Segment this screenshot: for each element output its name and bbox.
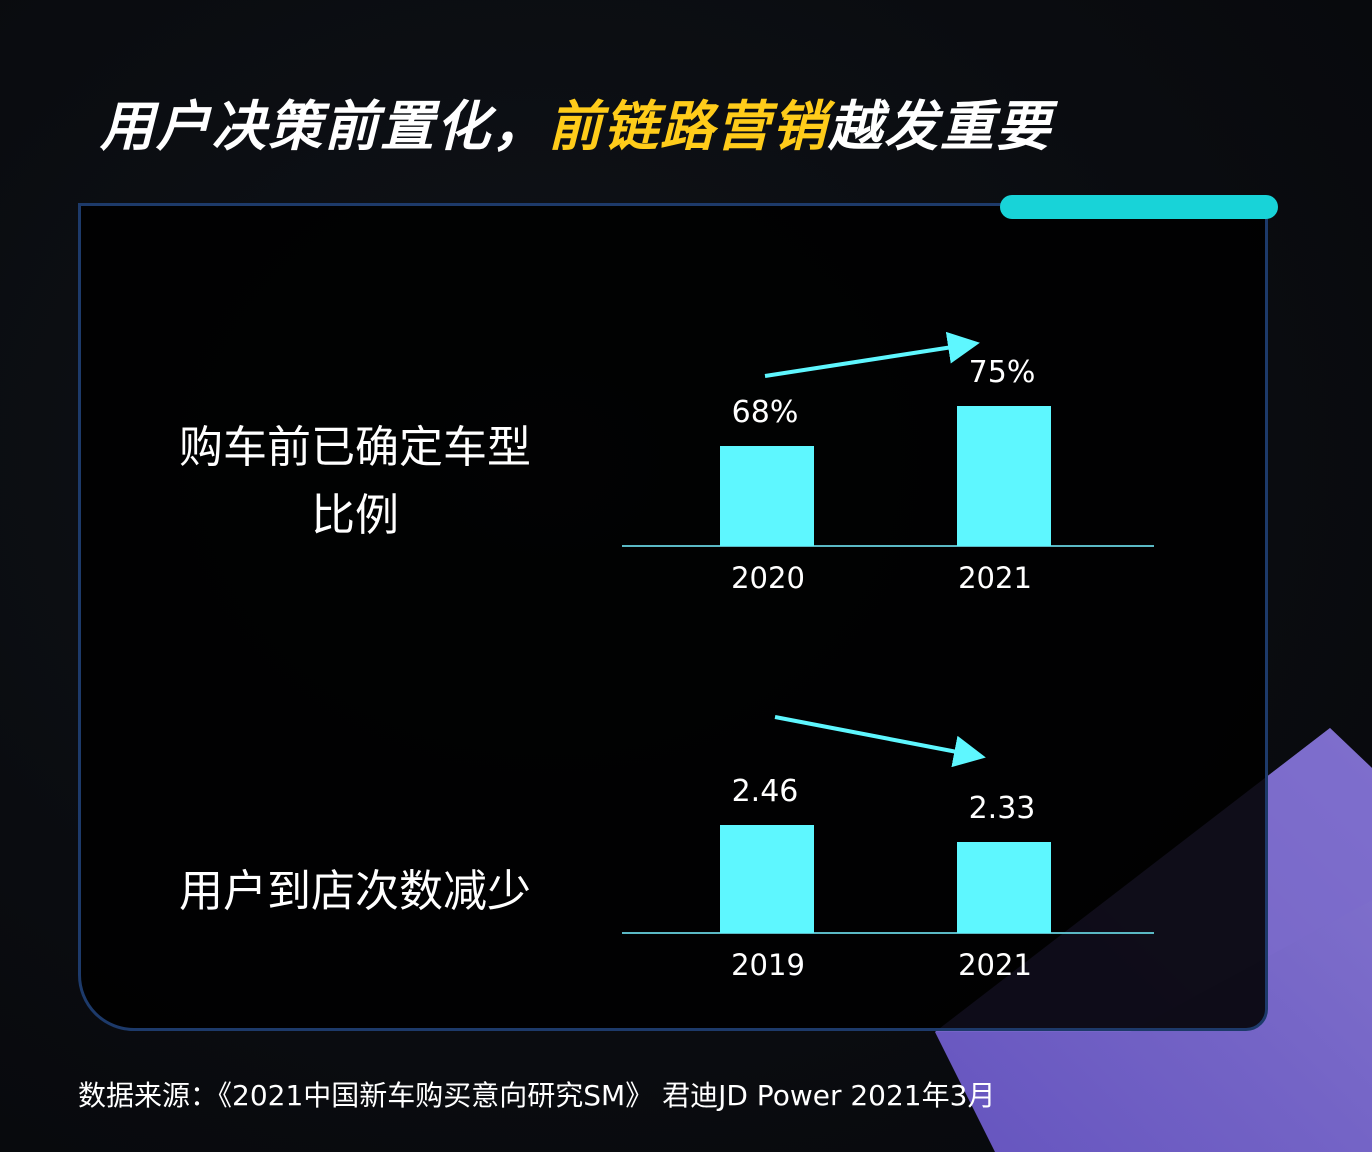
title-part-3: 越发重要 — [828, 95, 1052, 158]
data-source-note: 数据来源：《2021中国新车购买意向研究SM》 君迪JD Power 2021年… — [78, 1079, 996, 1112]
chart-2-tick-label-2019: 2019 — [731, 948, 805, 982]
chart-2-label-line-1: 用户到店次数减少 — [179, 866, 531, 917]
title-part-1: 用户决策前置化， — [100, 95, 548, 158]
chart-2-tick-label-2021: 2021 — [958, 948, 1032, 982]
chart-1-trend-arrow-icon — [764, 331, 980, 378]
chart-1-bar-2021 — [957, 406, 1051, 546]
chart-1-bar-2020 — [720, 446, 814, 546]
chart-1-value-label-2020: 68% — [732, 395, 799, 430]
chart-1-label-line-2: 比例 — [311, 490, 399, 541]
chart-1-tick-label-2020: 2020 — [731, 561, 805, 595]
chart-2-bar-2021 — [957, 842, 1051, 933]
chart-2-value-label-2019: 2.46 — [732, 774, 799, 809]
chart-1-label: 购车前已确定车型 比例 — [150, 414, 560, 550]
cyan-accent-tab — [1000, 195, 1278, 219]
chart-1-value-label-2021: 75% — [969, 355, 1036, 390]
content-panel — [78, 203, 1268, 1031]
chart-2-value-label-2021: 2.33 — [969, 791, 1036, 826]
chart-2-bar-2019 — [720, 825, 814, 933]
bar-charts: 68% 2020 75% 2021 2.46 2019 2.33 2021 — [622, 331, 1154, 982]
chart-1-tick-label-2021: 2021 — [958, 561, 1032, 595]
chart-2-label: 用户到店次数减少 — [150, 858, 560, 926]
chart-1-label-line-1: 购车前已确定车型 — [179, 422, 531, 473]
chart-2-trend-arrow-icon — [774, 715, 986, 768]
page-title: 用户决策前置化，前链路营销越发重要 — [100, 92, 1052, 162]
title-highlight: 前链路营销 — [548, 95, 828, 158]
